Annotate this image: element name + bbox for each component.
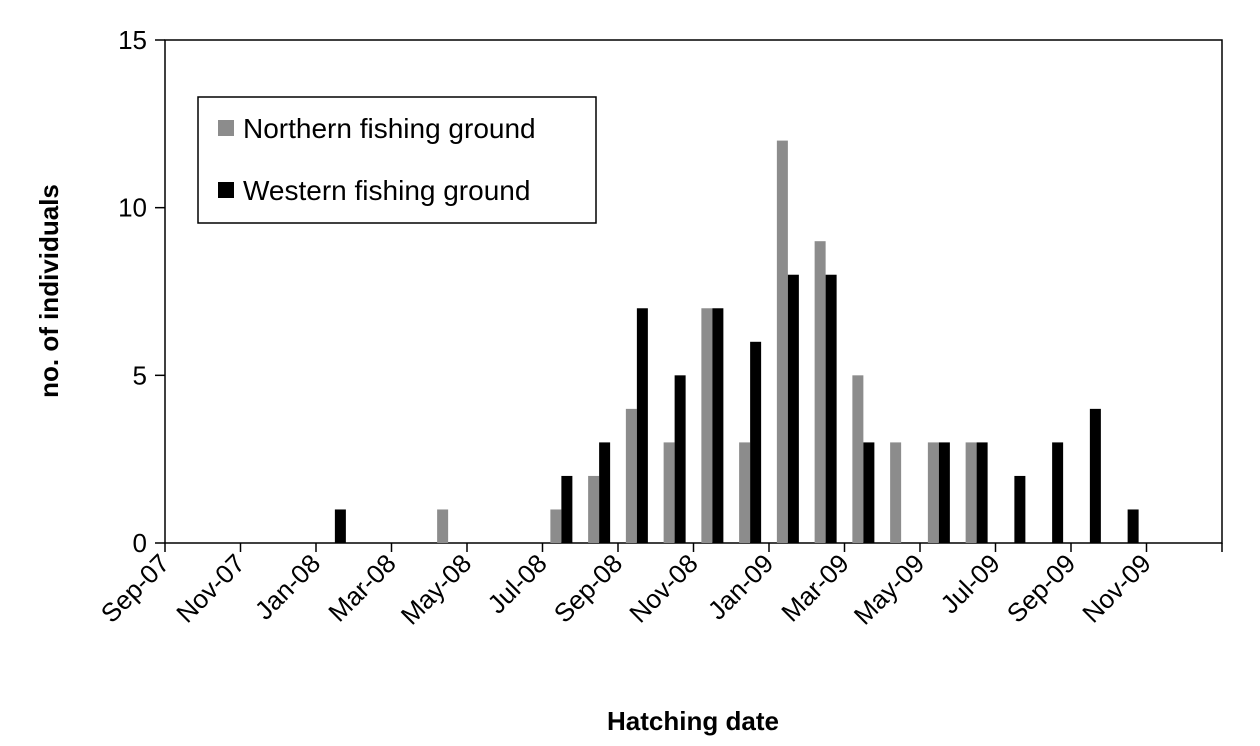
bar-western [674, 375, 686, 543]
y-tick-label: 5 [133, 360, 147, 390]
bar-northern [625, 408, 637, 543]
y-tick-label: 10 [118, 193, 147, 223]
bar-western [1089, 408, 1101, 543]
y-axis: 0 5 10 15 [118, 25, 165, 558]
bar-western [938, 442, 950, 543]
bar-western [1052, 442, 1064, 543]
bar-northern [739, 442, 751, 543]
bar-northern [588, 475, 600, 543]
bar-western [636, 308, 648, 543]
x-tick-label: Jan-09 [702, 548, 779, 625]
x-tick-label: Mar-09 [775, 548, 854, 627]
bar-western [1127, 509, 1139, 543]
bar-western [334, 509, 346, 543]
legend-label-western: Western fishing ground [243, 175, 530, 206]
bar-northern [965, 442, 977, 543]
x-tick-label: Jul-09 [934, 548, 1005, 619]
bar-northern [663, 442, 675, 543]
x-tick-label: Nov-08 [623, 548, 703, 628]
x-tick-label: Nov-09 [1076, 548, 1156, 628]
bar-western [825, 274, 837, 543]
bar-northern [550, 509, 562, 543]
x-tick-label: May-08 [395, 548, 478, 631]
bar-western [787, 274, 799, 543]
legend-label-northern: Northern fishing ground [243, 113, 536, 144]
bar-western [863, 442, 875, 543]
x-tick-label: Mar-08 [322, 548, 401, 627]
legend-box [197, 96, 597, 224]
x-tick-label: Sep-07 [95, 548, 175, 628]
y-tick-label: 15 [118, 25, 147, 55]
bar-western [1014, 475, 1026, 543]
bar-northern [814, 241, 826, 543]
x-tick-label: Jan-08 [249, 548, 326, 625]
bar-western [750, 341, 762, 543]
bar-western [976, 442, 988, 543]
x-tick-label: Nov-07 [170, 548, 250, 628]
x-tick-label: Sep-09 [1001, 548, 1081, 628]
x-tick-label: Jul-08 [481, 548, 552, 619]
bar-northern [890, 442, 902, 543]
bar-northern [927, 442, 939, 543]
bar-western [712, 308, 724, 543]
legend-swatch-northern [218, 120, 234, 136]
bar-northern [701, 308, 713, 543]
legend-swatch-western [218, 182, 234, 198]
bars-group [334, 140, 1139, 543]
y-axis-title: no. of individuals [34, 184, 64, 398]
x-tick-label: Sep-08 [548, 548, 628, 628]
bar-northern [776, 140, 788, 543]
y-tick-label: 0 [133, 528, 147, 558]
bar-northern [852, 375, 864, 543]
bar-western [599, 442, 611, 543]
x-tick-label: May-09 [848, 548, 931, 631]
legend: Northern fishing ground Western fishing … [197, 96, 597, 224]
x-axis-title: Hatching date [607, 706, 779, 736]
bar-western [561, 475, 573, 543]
bar-northern [437, 509, 449, 543]
